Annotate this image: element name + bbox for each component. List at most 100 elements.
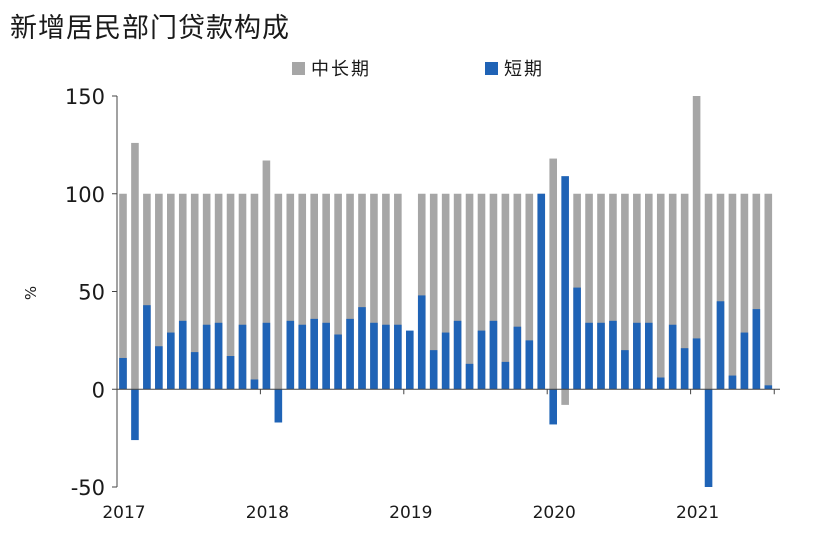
bar-long-term <box>262 160 271 390</box>
y-tick-label: 100 <box>65 183 105 207</box>
bar-short-term <box>167 332 175 390</box>
bar-short-term <box>262 322 271 390</box>
bar-short-term <box>537 193 546 390</box>
x-tick-label: 2020 <box>533 503 576 523</box>
bar-short-term <box>202 324 211 390</box>
bar-long-term <box>764 193 773 390</box>
bar-short-term <box>334 334 342 390</box>
bar-long-term <box>609 193 617 390</box>
legend-label: 短期 <box>504 59 544 80</box>
bar-short-term <box>704 389 713 487</box>
bar-short-term <box>441 332 450 390</box>
bar-short-term <box>394 324 402 390</box>
bar-short-term <box>573 287 581 390</box>
bar-long-term <box>561 389 569 405</box>
bar-long-term <box>513 193 522 390</box>
y-tick-label: -50 <box>71 476 105 500</box>
bar-long-term <box>656 193 665 390</box>
x-tick-label: 2018 <box>246 503 289 523</box>
bar-long-term <box>226 193 235 390</box>
y-axis-label: % <box>22 286 40 300</box>
bar-long-term <box>752 193 761 390</box>
bar-short-term <box>358 307 366 390</box>
bar-short-term <box>238 324 247 390</box>
x-tick-label: 2021 <box>676 503 719 523</box>
bar-long-term <box>645 193 653 390</box>
bar-long-term <box>334 193 342 390</box>
bars <box>119 96 773 487</box>
bar-long-term <box>286 193 295 390</box>
x-axis: 2017 2018 2019 2020 2021 <box>102 388 780 523</box>
bar-long-term <box>668 193 677 390</box>
bar-short-term <box>214 322 223 390</box>
bar-short-term <box>155 346 163 390</box>
bar-long-term <box>477 193 486 390</box>
bar-short-term <box>310 318 318 390</box>
legend-label: 中长期 <box>311 59 371 80</box>
legend: 中长期 短期 <box>292 59 544 80</box>
y-axis: -50 0 50 100 150% <box>22 85 118 500</box>
bar-long-term <box>214 193 223 390</box>
bar-short-term <box>609 320 617 390</box>
bar-long-term <box>274 193 283 390</box>
bar-long-term <box>143 193 151 390</box>
bar-short-term <box>190 352 199 390</box>
bar-long-term <box>202 193 211 390</box>
y-tick-label: 0 <box>92 378 105 402</box>
bar-short-term <box>322 322 330 390</box>
bar-short-term <box>561 176 569 390</box>
bar-short-term <box>692 338 701 390</box>
bar-short-term <box>286 320 295 390</box>
bar-long-term <box>728 193 737 390</box>
bar-short-term <box>728 375 737 390</box>
bar-long-term <box>322 193 330 390</box>
bar-short-term <box>417 295 426 390</box>
bar-short-term <box>346 318 354 390</box>
bar-short-term <box>119 357 127 390</box>
bar-short-term <box>501 361 510 390</box>
y-tick-label: 150 <box>65 85 105 109</box>
x-tick-label: 2019 <box>389 503 432 523</box>
bar-short-term <box>226 356 235 390</box>
bar-long-term <box>680 193 689 390</box>
bar-short-term <box>764 385 773 390</box>
bar-long-term <box>382 193 390 390</box>
bar-short-term <box>656 377 665 390</box>
bar-short-term <box>752 309 761 390</box>
bar-long-term <box>549 158 557 390</box>
bar-short-term <box>178 320 187 390</box>
bar-short-term <box>131 389 139 441</box>
bar-long-term <box>178 193 187 390</box>
bar-long-term <box>167 193 175 390</box>
bar-short-term <box>274 389 283 423</box>
bar-long-term <box>250 193 259 390</box>
bar-long-term <box>238 193 247 390</box>
bar-short-term <box>645 322 653 390</box>
legend-swatch <box>485 62 498 75</box>
bar-long-term <box>119 193 127 390</box>
bar-long-term <box>597 193 605 390</box>
bar-short-term <box>633 322 641 390</box>
bar-short-term <box>406 330 414 390</box>
bar-short-term <box>382 324 390 390</box>
bar-short-term <box>513 326 522 390</box>
bar-short-term <box>668 324 677 390</box>
x-tick-label: 2017 <box>102 503 145 523</box>
bar-short-term <box>143 305 151 390</box>
bar-long-term <box>429 193 438 390</box>
bar-short-term <box>621 350 629 390</box>
bar-long-term <box>633 193 641 390</box>
bar-short-term <box>477 330 486 390</box>
bar-long-term <box>716 193 725 390</box>
bar-short-term <box>680 348 689 390</box>
bar-long-term <box>501 193 510 390</box>
bar-long-term <box>394 193 402 390</box>
bar-long-term <box>692 96 701 390</box>
bar-long-term <box>417 193 426 390</box>
chart-title: 新增居民部门贷款构成 <box>10 13 290 44</box>
bar-long-term <box>621 193 629 390</box>
bar-long-term <box>155 193 163 390</box>
legend-swatch <box>292 62 305 75</box>
bar-long-term <box>310 193 318 390</box>
bar-long-term <box>740 193 749 390</box>
